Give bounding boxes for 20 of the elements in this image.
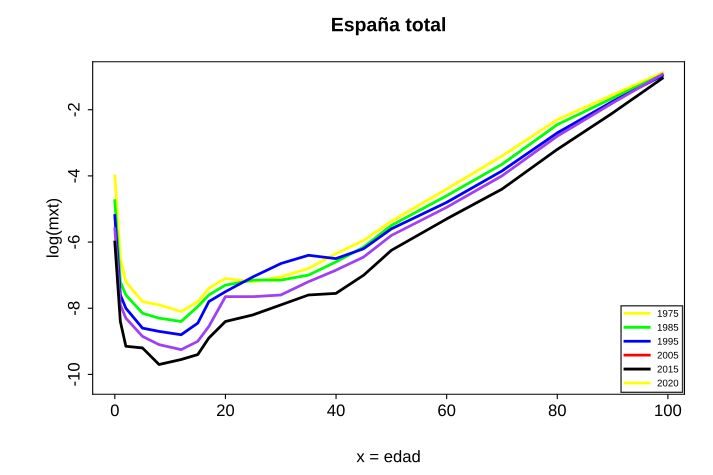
x-tick-label: 60	[438, 404, 456, 416]
x-tick-label: 80	[548, 404, 566, 416]
legend-label: 1985	[658, 324, 678, 331]
x-tick-label: 40	[327, 404, 345, 416]
x-tick-label: 0	[110, 404, 119, 416]
legend-label: 1995	[658, 338, 678, 345]
y-tick-label: -2	[68, 103, 80, 116]
legend-label: 2015	[658, 366, 678, 373]
y-tick-label: -6	[68, 235, 80, 249]
legend-label: 2020	[658, 380, 678, 386]
y-tick-label: -8	[68, 302, 80, 315]
y-tick-label: -10	[68, 363, 80, 386]
legend-label: 1975	[658, 310, 678, 317]
y-tick-label: -4	[68, 168, 80, 183]
x-axis-title: x = edad	[356, 450, 420, 462]
x-tick-label: 100	[655, 404, 682, 416]
legend-label: 2005	[658, 352, 678, 359]
x-tick-label: 20	[217, 404, 234, 416]
chart-title: España total	[332, 17, 446, 36]
y-axis-title: log(mxt)	[46, 198, 62, 257]
